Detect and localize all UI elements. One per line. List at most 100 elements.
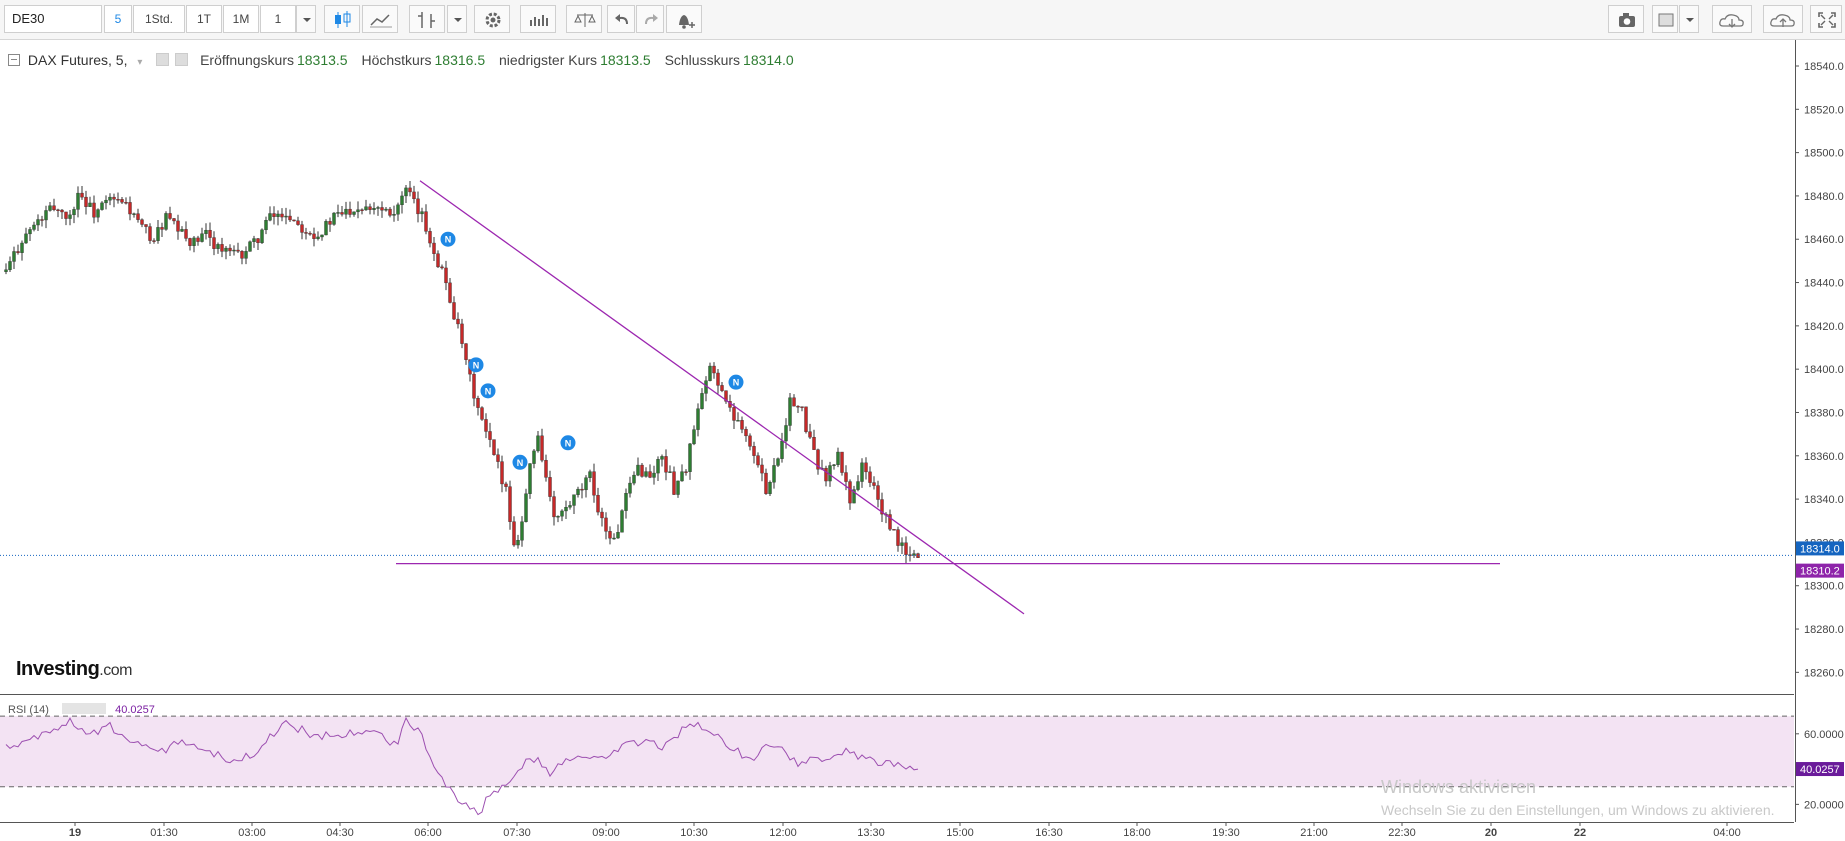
last-price-tag bbox=[1796, 541, 1844, 556]
compare-icon[interactable] bbox=[566, 5, 602, 33]
candle-body bbox=[212, 237, 216, 249]
candlestick-icon[interactable] bbox=[324, 5, 360, 33]
instrument-title: DAX Futures, 5, bbox=[27, 52, 128, 68]
candle-body bbox=[512, 521, 516, 546]
camera-icon[interactable] bbox=[1608, 5, 1644, 33]
interval-5-button[interactable]: 5 bbox=[104, 5, 132, 33]
candle-body bbox=[688, 443, 692, 472]
indicators-icon[interactable] bbox=[520, 5, 556, 33]
candle-body bbox=[496, 454, 500, 462]
candle-body bbox=[16, 251, 20, 253]
open-value: 18313.5 bbox=[296, 52, 348, 68]
price-tick-label: 18360.0 bbox=[1804, 451, 1844, 463]
candle-body bbox=[384, 208, 388, 211]
collapse-toggle-icon[interactable] bbox=[8, 54, 20, 66]
rsi-band bbox=[0, 716, 1794, 787]
candle-body bbox=[404, 187, 408, 197]
candle-body bbox=[548, 477, 552, 497]
candle-body bbox=[184, 229, 188, 239]
candle-body bbox=[92, 202, 96, 218]
legend-close-icon[interactable] bbox=[175, 53, 189, 66]
time-tick-label: 10:30 bbox=[680, 827, 708, 839]
candle-body bbox=[116, 199, 120, 201]
interval-1h-button[interactable]: 1Std. bbox=[133, 5, 185, 33]
candle-body bbox=[680, 471, 684, 482]
candle-body bbox=[800, 406, 804, 408]
redo-icon[interactable] bbox=[636, 5, 664, 33]
candle-body bbox=[444, 267, 448, 284]
candle-body bbox=[824, 467, 828, 482]
interval-1m-button[interactable]: 1M bbox=[223, 5, 259, 33]
news-marker-icon bbox=[512, 454, 528, 470]
candle-body bbox=[628, 482, 632, 494]
candle-body bbox=[880, 499, 884, 515]
candle-body bbox=[140, 219, 144, 225]
candle-body bbox=[808, 431, 812, 438]
candle-body bbox=[804, 406, 808, 432]
candle-body bbox=[308, 232, 312, 235]
news-marker-letter: N bbox=[733, 378, 740, 388]
color-box-icon[interactable] bbox=[1652, 5, 1678, 33]
news-marker-icon bbox=[560, 435, 576, 451]
chart-type-dropdown-icon[interactable] bbox=[447, 5, 467, 33]
candle-body bbox=[668, 471, 672, 473]
candle-body bbox=[620, 510, 624, 533]
candle-body bbox=[276, 213, 280, 217]
candle-body bbox=[556, 515, 560, 518]
fullscreen-icon[interactable] bbox=[1810, 5, 1842, 33]
low-value: 18313.5 bbox=[600, 52, 651, 68]
symbol-input[interactable]: DE30 bbox=[4, 5, 102, 33]
interval-dropdown-icon[interactable] bbox=[296, 5, 316, 33]
candle-body bbox=[480, 407, 484, 420]
legend-dropdown-icon[interactable]: ▾ bbox=[137, 57, 143, 68]
line-chart-icon[interactable] bbox=[362, 5, 398, 33]
candle-body bbox=[560, 510, 564, 517]
candle-body bbox=[56, 209, 60, 212]
candle-body bbox=[836, 451, 840, 465]
time-tick-label: 03:00 bbox=[238, 827, 266, 839]
candle-body bbox=[460, 323, 464, 344]
time-tick-label: 18:00 bbox=[1123, 827, 1151, 839]
cloud-download-icon[interactable] bbox=[1712, 5, 1752, 33]
candle-body bbox=[452, 302, 456, 320]
candle-body bbox=[428, 231, 432, 244]
alert-icon[interactable] bbox=[666, 5, 702, 33]
candle-body bbox=[712, 365, 716, 374]
time-tick-label: 07:30 bbox=[503, 827, 531, 839]
candle-body bbox=[760, 464, 764, 474]
time-tick-label: 22:30 bbox=[1388, 827, 1416, 839]
candle-body bbox=[860, 462, 864, 482]
candle-body bbox=[380, 207, 384, 211]
candle-body bbox=[396, 204, 400, 215]
undo-icon[interactable] bbox=[607, 5, 635, 33]
interval-1d-button[interactable]: 1T bbox=[186, 5, 222, 33]
price-tick-label: 18520.0 bbox=[1804, 104, 1844, 116]
investing-logo: Investing.com bbox=[16, 658, 132, 681]
candle-body bbox=[392, 214, 396, 216]
candle-body bbox=[284, 215, 288, 218]
candle-body bbox=[768, 482, 772, 494]
interval-custom-button[interactable]: 1 bbox=[260, 5, 296, 33]
settings-icon[interactable] bbox=[474, 5, 510, 33]
candle-body bbox=[188, 238, 192, 246]
candle-body bbox=[252, 238, 256, 242]
price-tick-label: 18420.0 bbox=[1804, 321, 1844, 333]
time-tick-label: 22 bbox=[1574, 827, 1586, 839]
color-dropdown-icon[interactable] bbox=[1679, 5, 1699, 33]
candle-body bbox=[364, 206, 368, 211]
rsi-legend: RSI (14) 40.0257 bbox=[8, 703, 155, 716]
candle-body bbox=[532, 450, 536, 464]
candle-body bbox=[312, 233, 316, 239]
candle-body bbox=[180, 229, 184, 232]
drawing-tools-icon[interactable] bbox=[409, 5, 445, 33]
cloud-upload-icon[interactable] bbox=[1763, 5, 1803, 33]
candle-body bbox=[740, 420, 744, 430]
candle-body bbox=[632, 474, 636, 484]
candle-body bbox=[660, 456, 664, 460]
rsi-legend-icons[interactable] bbox=[62, 703, 107, 714]
legend-settings-icon[interactable] bbox=[156, 53, 170, 66]
candle-body bbox=[324, 221, 328, 236]
candle-body bbox=[268, 213, 272, 221]
candle-body bbox=[580, 488, 584, 491]
